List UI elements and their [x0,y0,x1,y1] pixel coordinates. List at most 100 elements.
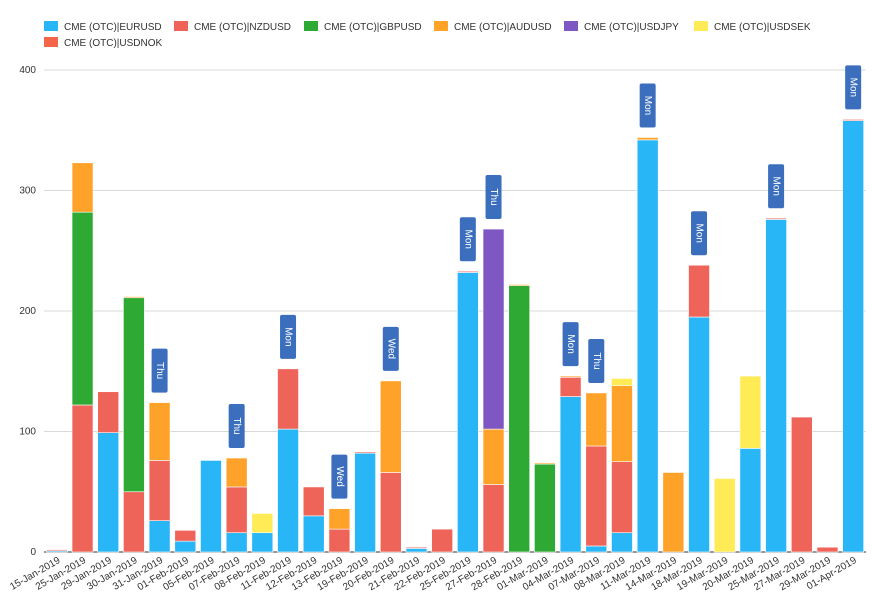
bar-segment[interactable] [148,520,171,553]
bar-segment[interactable] [225,532,248,553]
annotation-label: Mon [283,327,294,346]
legend-label: CME (OTC)|USDJPY [584,22,679,33]
annotation-box [151,348,168,393]
bar-segment[interactable] [277,368,299,430]
annotation-flag[interactable]: Mon [562,322,579,367]
bar-segment[interactable] [97,432,120,553]
legend-item[interactable]: CME (OTC)|USDNOK [44,37,162,49]
bar-segment[interactable] [688,264,710,318]
bar-segment[interactable] [148,460,171,521]
bar-segment[interactable] [842,119,864,121]
annotation-flag[interactable]: Mon [768,164,785,209]
bar-segment[interactable] [302,486,325,517]
legend-item[interactable]: CME (OTC)|AUDUSD [434,21,552,33]
bar-segment[interactable] [46,549,68,552]
bar-segment[interactable] [379,472,402,553]
legend-label: CME (OTC)|EURUSD [64,22,162,33]
bar-segment[interactable] [123,297,145,493]
bar-segment[interactable] [559,396,582,553]
bar-segment[interactable] [611,461,633,534]
bar-segment[interactable] [71,404,94,553]
bar-segment[interactable] [123,296,145,299]
bar-segment[interactable] [585,445,608,547]
bar-segment[interactable] [328,508,351,530]
bar-segment[interactable] [611,385,633,462]
bar-segment[interactable] [508,284,531,286]
bar-segment[interactable] [302,515,325,553]
annotation-label: Thu [591,352,602,369]
bar-segment[interactable] [225,457,248,488]
bar-segment[interactable] [739,448,762,553]
bar-segment[interactable] [482,484,505,553]
bar-segment[interactable] [405,548,428,553]
bar-segment[interactable] [611,532,633,553]
annotation-box [691,211,708,256]
bar-segment[interactable] [354,452,376,553]
bar-segment[interactable] [534,463,556,553]
bar-segment[interactable] [71,162,94,213]
bar-segment[interactable] [482,428,505,485]
bar-segment[interactable] [559,375,582,378]
annotation-flag[interactable]: Mon [639,83,656,128]
bar-segment[interactable] [200,460,222,553]
bar-segment[interactable] [354,451,376,454]
bar-segment[interactable] [559,376,582,397]
annotation-box [588,338,605,383]
bar-segment[interactable] [790,416,813,553]
annotation-flag[interactable]: Mon [459,217,476,262]
bar-segment[interactable] [482,228,505,430]
legend-item[interactable]: CME (OTC)|USDJPY [564,21,679,33]
annotation-flag[interactable]: Mon [691,211,708,256]
annotation-flag[interactable]: Mon [845,65,862,110]
legend-swatch [564,21,578,31]
bar-segment[interactable] [739,375,762,449]
bar-segment[interactable] [405,546,428,549]
bar-segment[interactable] [534,462,556,465]
bar-segment[interactable] [713,478,736,553]
bar-segment[interactable] [123,491,145,553]
bar-segment[interactable] [251,513,274,534]
legend-item[interactable]: CME (OTC)|NZDUSD [174,21,291,33]
legend-item[interactable]: CME (OTC)|GBPUSD [304,21,422,33]
annotation-flag[interactable]: Mon [280,314,297,359]
bar-segment[interactable] [765,217,787,220]
bar-segment[interactable] [431,528,453,553]
bar-segment[interactable] [508,285,531,553]
annotation-box [639,83,656,128]
bar-segment[interactable] [379,380,402,473]
bar-segment[interactable] [636,139,659,553]
annotation-flag[interactable]: Thu [588,338,605,383]
bar-segment[interactable] [328,528,351,553]
bar-segment[interactable] [816,546,839,553]
bar-segment[interactable] [174,540,197,553]
legend-item[interactable]: CME (OTC)|EURUSD [44,21,162,33]
bar-segment[interactable] [71,211,94,406]
bar-segment[interactable] [457,270,479,273]
bar-segment[interactable] [148,402,171,461]
bar-segment[interactable] [251,532,274,553]
annotation-flag[interactable]: Wed [382,326,399,371]
y-tick-label: 0 [30,547,36,558]
annotation-flag[interactable]: Wed [331,454,348,499]
bar-segment[interactable] [585,545,608,553]
bar-segment[interactable] [174,530,197,542]
bar-segment[interactable] [225,486,248,534]
bar-segment[interactable] [97,391,120,434]
bar-segment[interactable] [611,378,633,387]
bar-segment[interactable] [662,472,685,553]
annotation-flag[interactable]: Thu [485,175,502,220]
legend-swatch [694,21,708,31]
annotation-box [228,404,245,449]
bar-segment[interactable] [688,316,710,553]
annotation-flag[interactable]: Thu [228,404,245,449]
bar-segment[interactable] [842,120,864,553]
bar-segment[interactable] [277,428,299,553]
legend-swatch [434,21,448,31]
annotation-flag[interactable]: Thu [151,348,168,393]
legend-item[interactable]: CME (OTC)|USDSEK [694,21,811,33]
bar-segment[interactable] [765,219,787,553]
bar-segment[interactable] [457,272,479,553]
bars [46,119,864,553]
bar-segment[interactable] [585,392,608,447]
bar-segment[interactable] [636,137,659,141]
